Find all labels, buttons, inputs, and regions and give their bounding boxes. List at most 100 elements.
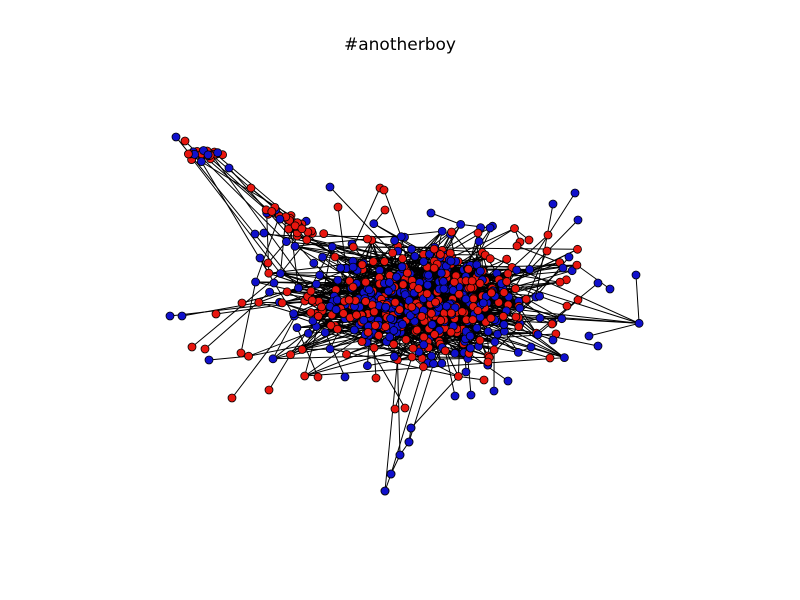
graph-node-red — [440, 346, 450, 356]
graph-node-blue — [364, 285, 374, 295]
graph-node-blue — [513, 347, 523, 357]
graph-node-red — [499, 288, 509, 297]
graph-title: #anotherboy — [344, 35, 456, 55]
graph-node-blue — [398, 319, 407, 329]
graph-node-red — [361, 296, 371, 306]
graph-node-blue — [224, 163, 234, 173]
graph-node-blue — [631, 270, 641, 280]
graph-node-blue — [325, 344, 335, 354]
graph-node-red — [511, 284, 520, 294]
graph-node-blue — [466, 343, 475, 353]
graph-node-red — [407, 352, 417, 362]
graph-node-blue — [389, 352, 399, 361]
graph-node-blue — [560, 353, 569, 363]
graph-edge — [231, 315, 295, 399]
graph-node-blue — [348, 262, 358, 272]
graph-node-blue — [503, 376, 513, 386]
graph-node-blue — [593, 341, 603, 351]
graph-edge — [175, 136, 299, 289]
graph-edge — [410, 376, 459, 429]
graph-node-blue — [557, 314, 567, 324]
graph-node-red — [319, 229, 329, 239]
graph-node-red — [344, 295, 354, 305]
graph-node-red — [381, 322, 391, 332]
graph-node-red — [543, 230, 553, 240]
graph-node-red — [400, 403, 410, 413]
graph-edge — [529, 219, 579, 270]
graph-node-red — [401, 335, 411, 345]
graph-edge — [516, 245, 560, 263]
graph-node-red — [368, 257, 378, 267]
graph-node-red — [426, 308, 436, 318]
graph-node-red — [380, 257, 389, 266]
graph-node-blue — [548, 199, 558, 209]
graph-node-red — [463, 264, 473, 274]
graph-edge — [280, 216, 287, 274]
graph-node-red — [479, 375, 489, 385]
graph-node-blue — [275, 214, 285, 224]
graph-node-blue — [331, 305, 341, 315]
graph-node-red — [468, 315, 478, 325]
graph-node-blue — [303, 328, 313, 338]
graph-node-red — [333, 324, 342, 334]
graph-node-blue — [410, 251, 420, 261]
graph-node-blue — [276, 269, 285, 278]
graph-node-red — [398, 280, 408, 290]
graph-node-blue — [294, 283, 303, 293]
graph-node-red — [486, 288, 496, 298]
graph-edge — [332, 246, 578, 250]
graph-node-blue — [406, 423, 416, 433]
graph-node-red — [313, 372, 323, 382]
graph-node-red — [286, 350, 295, 360]
graph-node-blue — [269, 278, 279, 288]
graph-node-red — [485, 254, 495, 264]
graph-node-red — [475, 335, 485, 345]
graph-edge — [508, 192, 576, 298]
graph-node-red — [545, 353, 555, 363]
graph-node-red — [306, 286, 316, 296]
graph-node-blue — [446, 256, 456, 266]
graph-node-red — [446, 327, 456, 337]
graph-node-blue — [423, 280, 433, 290]
graph-node-blue — [515, 303, 525, 313]
graph-node-red — [362, 234, 372, 244]
graph-node-blue — [333, 275, 343, 285]
graph-node-blue — [570, 188, 580, 198]
graph-node-red — [302, 235, 312, 245]
graph-edge — [240, 281, 257, 354]
graph-edge — [481, 252, 640, 324]
graph-node-red — [514, 322, 524, 332]
graph-node-red — [307, 295, 317, 305]
graph-node-blue — [437, 358, 447, 368]
graph-node-red — [417, 311, 427, 321]
graph-node-blue — [429, 359, 438, 369]
graph-node-red — [361, 277, 371, 287]
graph-node-blue — [407, 244, 416, 254]
graph-edge — [507, 273, 561, 283]
graph-node-red — [187, 342, 197, 352]
graph-node-blue — [165, 311, 175, 321]
graph-node-red — [502, 277, 512, 287]
graph-edge — [519, 323, 565, 358]
graph-node-red — [510, 224, 519, 233]
graph-node-red — [414, 284, 424, 294]
graph-node-blue — [380, 486, 390, 496]
graph-node-blue — [268, 354, 278, 364]
graph-edge — [518, 326, 565, 359]
graph-node-red — [511, 312, 521, 322]
graph-edge — [588, 322, 640, 337]
graph-node-blue — [292, 323, 302, 333]
graph-node-blue — [465, 331, 475, 341]
graph-node-red — [429, 244, 439, 254]
graph-node-red — [390, 297, 400, 307]
graph-node-red — [489, 345, 499, 355]
graph-edge — [444, 350, 456, 397]
graph-edge — [430, 212, 461, 225]
graph-edge — [329, 186, 393, 254]
graph-node-blue — [533, 330, 543, 340]
graph-node-blue — [259, 228, 269, 238]
graph-node-blue — [336, 263, 346, 273]
graph-edge — [394, 356, 413, 410]
graph-node-blue — [381, 302, 391, 312]
graph-node-blue — [327, 242, 337, 252]
